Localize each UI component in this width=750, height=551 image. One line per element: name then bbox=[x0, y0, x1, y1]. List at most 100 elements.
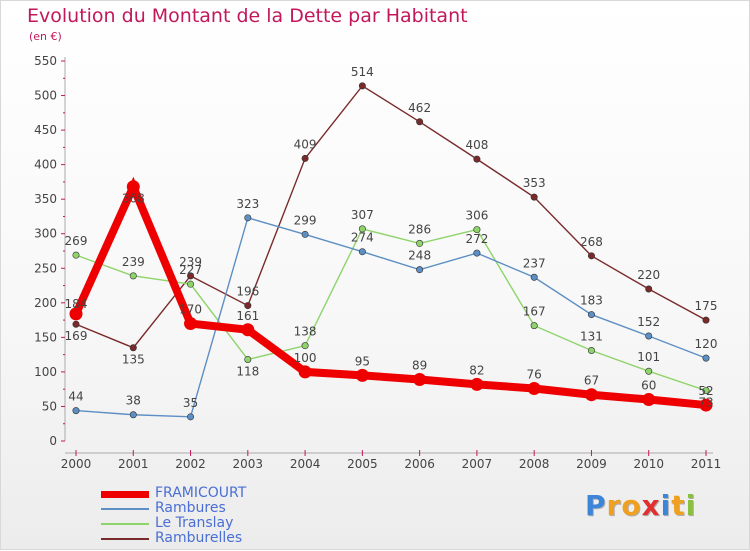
data-label: 196 bbox=[236, 285, 259, 299]
data-label: 368 bbox=[122, 192, 145, 206]
data-label: 299 bbox=[294, 213, 317, 227]
data-point bbox=[301, 342, 309, 350]
data-label: 95 bbox=[355, 354, 370, 368]
x-tick-label-2000: 2000 bbox=[61, 457, 92, 471]
chart-title: Evolution du Montant de la Dette par Hab… bbox=[27, 5, 468, 27]
data-label: 514 bbox=[351, 65, 374, 79]
data-point bbox=[702, 316, 710, 324]
data-label: 76 bbox=[527, 367, 542, 381]
x-tick-label-2010: 2010 bbox=[633, 457, 664, 471]
y-tick-label-100: 100 bbox=[34, 365, 57, 379]
data-label: 409 bbox=[294, 137, 317, 151]
data-label: 101 bbox=[637, 350, 660, 364]
data-point bbox=[244, 214, 252, 222]
data-point bbox=[72, 251, 80, 259]
data-label: 38 bbox=[126, 394, 141, 408]
data-point bbox=[416, 118, 424, 126]
data-label: 167 bbox=[523, 305, 546, 319]
data-point bbox=[587, 252, 595, 260]
data-point bbox=[241, 323, 255, 337]
data-point bbox=[642, 393, 656, 407]
data-label: 175 bbox=[695, 299, 718, 313]
series-line-Rambures bbox=[75, 216, 707, 418]
data-label: 152 bbox=[637, 315, 660, 329]
legend: FRAMICOURT Rambures Le Translay Ramburelles bbox=[101, 485, 341, 546]
data-point bbox=[473, 226, 481, 234]
data-label: 237 bbox=[523, 256, 546, 270]
data-label: 184 bbox=[65, 297, 88, 311]
data-label: 138 bbox=[294, 325, 317, 339]
series-line-Ramburelles bbox=[75, 84, 707, 349]
data-point bbox=[129, 272, 137, 280]
data-point bbox=[645, 332, 653, 340]
data-label: 183 bbox=[580, 294, 603, 308]
y-tick-label-500: 500 bbox=[34, 89, 57, 103]
x-tick-label-2005: 2005 bbox=[347, 457, 378, 471]
data-label: 306 bbox=[465, 209, 488, 223]
data-label: 323 bbox=[236, 197, 259, 211]
data-label: 131 bbox=[580, 329, 603, 343]
x-tick-label-2007: 2007 bbox=[462, 457, 493, 471]
data-point bbox=[187, 413, 195, 421]
data-point bbox=[358, 82, 366, 90]
x-tick-label-2001: 2001 bbox=[118, 457, 149, 471]
logo-letter: i bbox=[660, 489, 672, 522]
data-point bbox=[527, 381, 541, 395]
data-point bbox=[473, 155, 481, 163]
data-label: 135 bbox=[122, 353, 145, 367]
data-label: 269 bbox=[65, 234, 88, 248]
data-label: 35 bbox=[183, 396, 198, 410]
y-tick-label-0: 0 bbox=[49, 434, 57, 448]
legend-label: Ramburelles bbox=[155, 530, 243, 546]
data-point bbox=[69, 307, 83, 321]
data-point bbox=[699, 398, 713, 412]
x-tick-label-2006: 2006 bbox=[404, 457, 435, 471]
data-label: 73 bbox=[698, 396, 713, 410]
data-point bbox=[72, 407, 80, 415]
data-label: 67 bbox=[584, 374, 599, 388]
data-point bbox=[301, 230, 309, 238]
data-label: 118 bbox=[236, 364, 259, 378]
series-line-FRAMICOURT bbox=[72, 176, 707, 410]
data-label: 248 bbox=[408, 249, 431, 263]
data-point bbox=[358, 248, 366, 256]
data-point bbox=[126, 180, 140, 194]
data-point bbox=[184, 317, 198, 331]
logo-letter: P bbox=[585, 489, 607, 522]
data-label: 82 bbox=[469, 363, 484, 377]
y-tick-label-200: 200 bbox=[34, 296, 57, 310]
data-point bbox=[358, 225, 366, 233]
x-tick-label-2011: 2011 bbox=[691, 457, 722, 471]
data-point bbox=[702, 387, 710, 395]
y-tick-label-300: 300 bbox=[34, 227, 57, 241]
data-label: 272 bbox=[465, 232, 488, 246]
legend-label: FRAMICOURT bbox=[155, 485, 247, 501]
data-point bbox=[355, 368, 369, 382]
data-point bbox=[530, 322, 538, 330]
proxiti-logo: Proxiti bbox=[585, 489, 696, 522]
data-point bbox=[645, 367, 653, 375]
data-label: 169 bbox=[65, 329, 88, 343]
data-point bbox=[702, 354, 710, 362]
y-tick-label-400: 400 bbox=[34, 158, 57, 172]
legend-item-Rambures: Rambures bbox=[101, 500, 341, 516]
data-point bbox=[645, 285, 653, 293]
data-point bbox=[244, 302, 252, 310]
data-point bbox=[187, 280, 195, 288]
data-point bbox=[72, 320, 80, 328]
data-label: 161 bbox=[236, 309, 259, 323]
data-label: 408 bbox=[465, 138, 488, 152]
legend-label: Le Translay bbox=[155, 515, 234, 531]
data-point bbox=[530, 273, 538, 281]
data-point bbox=[298, 365, 312, 379]
data-label: 239 bbox=[122, 255, 145, 269]
legend-swatch bbox=[101, 508, 149, 510]
data-point bbox=[301, 154, 309, 162]
logo-letter: i bbox=[685, 489, 697, 522]
data-point bbox=[584, 388, 598, 402]
data-label: 239 bbox=[179, 255, 202, 269]
y-tick-label-50: 50 bbox=[42, 399, 57, 413]
data-point bbox=[187, 272, 195, 280]
